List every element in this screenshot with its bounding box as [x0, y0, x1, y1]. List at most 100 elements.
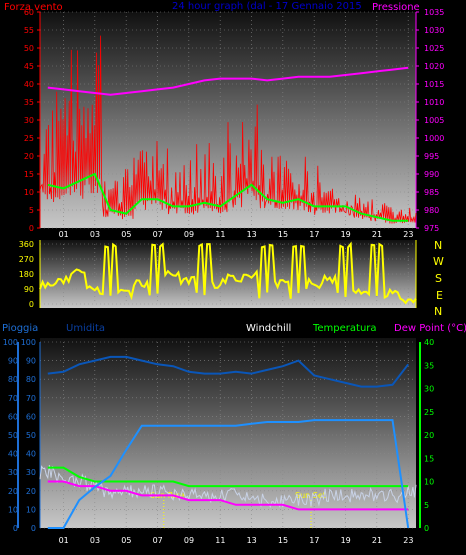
y-tick-label-right: 35 — [424, 361, 434, 370]
y-tick-label: 60 — [24, 8, 34, 17]
x-tick-label: 21 — [372, 230, 382, 239]
y-tick-label-right: 990 — [424, 170, 439, 179]
wind-label: Forza vento — [4, 2, 63, 13]
y-tick-label: 30 — [24, 116, 34, 125]
chart-title: 24 hour graph (dal - 17 Gennaio 2015 — [172, 1, 362, 12]
x-tick-label: 13 — [247, 230, 257, 239]
x-tick-label: 05 — [121, 536, 131, 545]
x-tick-label: 23 — [403, 536, 413, 545]
compass-letter: N — [434, 305, 442, 318]
rain-line — [47, 419, 410, 529]
y-tick-label-right: 1020 — [424, 62, 444, 71]
x-tick-label: 19 — [341, 536, 351, 545]
x-tick-label: 07 — [153, 536, 163, 545]
sunset-label: Sun Set — [295, 491, 326, 500]
wind-direction-line — [39, 241, 417, 305]
compass-letter: E — [436, 289, 443, 302]
x-tick-label: 09 — [184, 230, 194, 239]
temperature-label: Temperatura — [312, 323, 377, 334]
humidity-tick-label: 50 — [26, 431, 36, 440]
y-tick-label: 0 — [29, 224, 34, 233]
humidity-tick-label: 70 — [26, 394, 36, 403]
wind-avg-line — [47, 172, 409, 222]
rain-tick-label: 50 — [8, 431, 18, 440]
y-tick-label: 0 — [29, 300, 34, 309]
temperature-line — [47, 466, 409, 488]
x-tick-label: 19 — [341, 230, 351, 239]
y-tick-label-right: 40 — [424, 338, 434, 347]
humidity-tick-label: 80 — [26, 375, 36, 384]
dewpoint-line — [47, 480, 409, 511]
y-tick-label: 5 — [29, 206, 34, 215]
y-tick-label-right: 1000 — [424, 134, 444, 143]
y-tick-label-right: 0 — [424, 524, 429, 533]
humidity-label: Umidita — [66, 323, 105, 334]
y-tick-label-right: 10 — [424, 478, 434, 487]
y-tick-label-right: 5 — [424, 501, 429, 510]
x-tick-label: 03 — [90, 230, 100, 239]
x-tick-label: 21 — [372, 536, 382, 545]
x-tick-label: 11 — [215, 230, 225, 239]
y-tick-label: 360 — [19, 240, 34, 249]
y-tick-label-right: 995 — [424, 152, 439, 161]
y-tick-label-right: 25 — [424, 408, 434, 417]
pressure-line — [47, 66, 409, 96]
rain-tick-label: 0 — [13, 524, 18, 533]
y-tick-label: 40 — [24, 80, 34, 89]
rain-tick-label: 40 — [8, 450, 18, 459]
x-tick-label: 05 — [121, 230, 131, 239]
y-tick-label-right: 1035 — [424, 8, 444, 17]
y-tick-label: 45 — [24, 62, 34, 71]
x-tick-label: 15 — [278, 536, 288, 545]
y-tick-label: 50 — [24, 44, 34, 53]
rain-tick-label: 60 — [8, 412, 18, 421]
rain-tick-label: 70 — [8, 394, 18, 403]
y-tick-label: 270 — [19, 255, 34, 264]
x-tick-label: 01 — [59, 230, 69, 239]
x-tick-label: 17 — [309, 536, 319, 545]
y-tick-label: 20 — [24, 152, 34, 161]
y-tick-label: 10 — [24, 188, 34, 197]
wind-gust-line — [39, 35, 417, 224]
rain-label: Pioggia — [2, 323, 38, 334]
compass-letter: W — [433, 255, 444, 268]
humidity-tick-label: 10 — [26, 505, 36, 514]
y-tick-label-right: 985 — [424, 188, 439, 197]
x-tick-label: 13 — [247, 536, 257, 545]
humidity-tick-label: 0 — [31, 524, 36, 533]
rain-tick-label: 30 — [8, 468, 18, 477]
y-tick-label-right: 20 — [424, 431, 434, 440]
compass-letter: N — [434, 239, 442, 252]
y-tick-label-right: 1025 — [424, 44, 444, 53]
humidity-tick-label: 30 — [26, 468, 36, 477]
y-tick-label: 15 — [24, 170, 34, 179]
rain-tick-label: 20 — [8, 487, 18, 496]
y-tick-label-right: 1030 — [424, 26, 444, 35]
humidity-tick-label: 20 — [26, 487, 36, 496]
y-tick-label: 35 — [24, 98, 34, 107]
y-tick-label: 55 — [24, 26, 34, 35]
humidity-tick-label: 100 — [21, 338, 36, 347]
x-tick-label: 15 — [278, 230, 288, 239]
rain-tick-label: 10 — [8, 505, 18, 514]
rain-tick-label: 100 — [3, 338, 18, 347]
x-tick-label: 03 — [90, 536, 100, 545]
y-tick-label-right: 30 — [424, 385, 434, 394]
x-tick-label: 23 — [403, 230, 413, 239]
y-tick-label-right: 975 — [424, 224, 439, 233]
y-tick-label: 25 — [24, 134, 34, 143]
y-tick-label-right: 15 — [424, 454, 434, 463]
compass-letter: S — [435, 272, 442, 285]
y-tick-label-right: 1005 — [424, 116, 444, 125]
x-tick-label: 11 — [215, 536, 225, 545]
humidity-tick-label: 60 — [26, 412, 36, 421]
y-tick-label-right: 1010 — [424, 98, 444, 107]
x-tick-label: 07 — [153, 230, 163, 239]
x-tick-label: 01 — [59, 536, 69, 545]
humidity-tick-label: 90 — [26, 357, 36, 366]
x-tick-label: 09 — [184, 536, 194, 545]
humidity-line — [47, 355, 409, 388]
x-tick-label: 17 — [309, 230, 319, 239]
rain-tick-label: 90 — [8, 357, 18, 366]
